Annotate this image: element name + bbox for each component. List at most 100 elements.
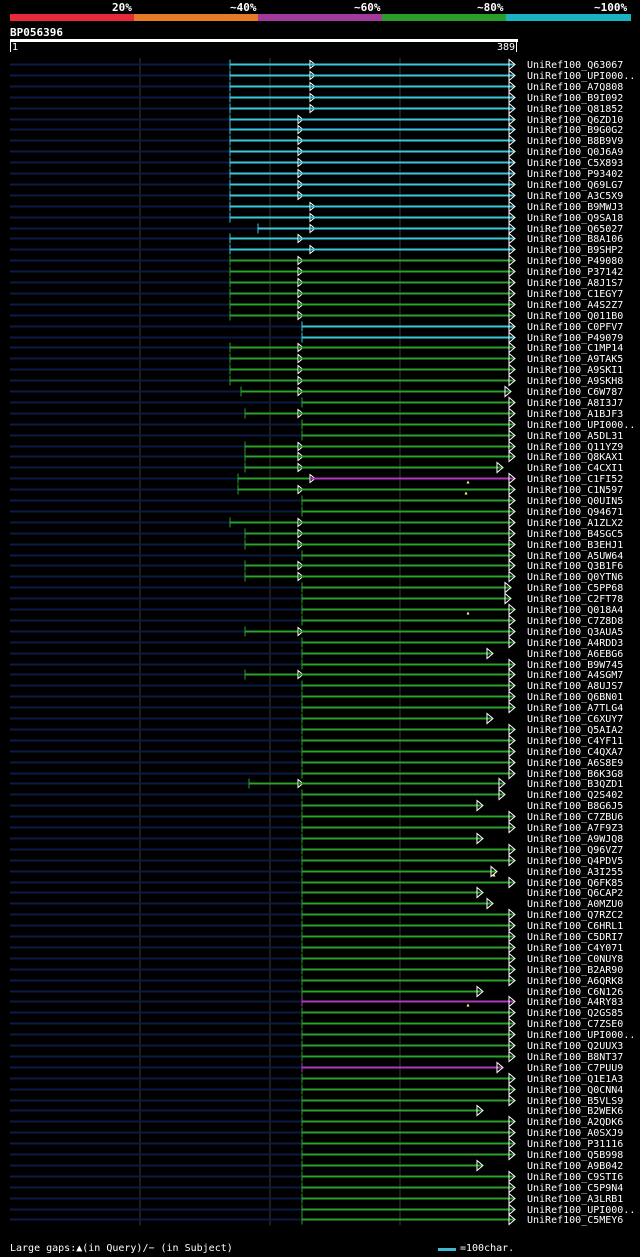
hit-label: UniRef100_A0MZU0	[527, 899, 623, 910]
hit-end-arrow	[508, 908, 516, 921]
hit-label: UniRef100_C1EGY7	[527, 289, 623, 300]
hit-end-arrow	[498, 777, 506, 790]
hit-label: UniRef100_Q9SA18	[527, 213, 623, 224]
hit-end-arrow	[486, 897, 494, 910]
hit-label: UniRef100_A4S2Z7	[527, 300, 623, 311]
query-gap-marker	[492, 873, 496, 877]
hit-label: UniRef100_UPI000..	[527, 420, 635, 431]
hit-label: UniRef100_C1N597	[527, 485, 623, 496]
hit-end-arrow	[508, 516, 516, 529]
ruler-end-label: 389	[497, 42, 518, 53]
hit-end-arrow	[476, 1159, 484, 1172]
hit-end-arrow	[508, 625, 516, 638]
hit-end-arrow	[508, 113, 516, 126]
hit-end-arrow	[508, 352, 516, 365]
hit-end-arrow	[508, 941, 516, 954]
hit-end-arrow	[508, 930, 516, 943]
hit-end-arrow	[508, 396, 516, 409]
hit-end-arrow	[496, 1061, 504, 1074]
hit-end-arrow	[508, 1050, 516, 1063]
hit-end-arrow	[508, 472, 516, 485]
ruler-start-label: 1	[10, 42, 19, 53]
hit-label: UniRef100_A1ZLX2	[527, 518, 623, 529]
legend-bar-20	[10, 14, 134, 21]
hit-label: UniRef100_Q7RZC2	[527, 910, 623, 921]
hit-label: UniRef100_A6S8E9	[527, 758, 623, 769]
hit-label: UniRef100_Q018A4	[527, 605, 623, 616]
hit-end-arrow	[476, 1104, 484, 1117]
hit-end-arrow	[508, 80, 516, 93]
hit-label: UniRef100_Q2S402	[527, 790, 623, 801]
legend-bar-60	[258, 14, 382, 21]
hit-label: UniRef100_Q3B1F6	[527, 561, 623, 572]
hit-label: UniRef100_C4Y071	[527, 943, 623, 954]
hit-end-arrow	[486, 712, 494, 725]
hit-end-arrow	[508, 232, 516, 245]
hit-end-arrow	[508, 614, 516, 627]
hit-label: UniRef100_A9WJQ8	[527, 834, 623, 845]
hit-label: UniRef100_A3C5X9	[527, 191, 623, 202]
hit-end-arrow	[504, 385, 512, 398]
hit-label: UniRef100_A8I3J7	[527, 398, 623, 409]
hit-label: UniRef100_UPI000..	[527, 1030, 635, 1041]
hit-label: UniRef100_B9I092	[527, 93, 623, 104]
hit-end-arrow	[508, 102, 516, 115]
query-gap-marker	[466, 480, 470, 484]
hit-label: UniRef100_B4SGC5	[527, 529, 623, 540]
hit-label: UniRef100_Q63067	[527, 60, 623, 71]
hit-end-arrow	[508, 429, 516, 442]
hit-label: UniRef100_A9SKI1	[527, 365, 623, 376]
hit-label: UniRef100_C1FI52	[527, 474, 623, 485]
legend-label-60: ~60%	[354, 1, 381, 14]
hit-end-arrow	[476, 985, 484, 998]
hit-end-arrow	[508, 821, 516, 834]
hit-end-arrow	[508, 320, 516, 333]
hit-label: UniRef100_A2QDK6	[527, 1117, 623, 1128]
legend-label-80: ~80%	[477, 1, 504, 14]
hit-label: UniRef100_C5DRI7	[527, 932, 623, 943]
hit-label: UniRef100_A6EBG6	[527, 649, 623, 660]
hit-label: UniRef100_C6W787	[527, 387, 623, 398]
hit-end-arrow	[508, 374, 516, 387]
hit-end-arrow	[508, 123, 516, 136]
hit-end-arrow	[508, 527, 516, 540]
hit-label: UniRef100_Q6FK85	[527, 878, 623, 889]
hit-label: UniRef100_C1MP14	[527, 343, 623, 354]
hit-end-arrow	[508, 494, 516, 507]
scale-label: =100char.	[460, 1243, 515, 1254]
hit-label: UniRef100_Q0UIN5	[527, 496, 623, 507]
legend-label-100: ~100%	[594, 1, 628, 14]
hit-label: UniRef100_Q2UUX3	[527, 1041, 623, 1052]
hit-end-arrow	[504, 581, 512, 594]
hit-label: UniRef100_P93402	[527, 169, 623, 180]
hit-label: UniRef100_A4SGM7	[527, 670, 623, 681]
hit-end-arrow	[508, 843, 516, 856]
hit-end-arrow	[508, 505, 516, 518]
hit-end-arrow	[508, 298, 516, 311]
hit-label: UniRef100_C5MEY6	[527, 1215, 623, 1226]
hit-label: UniRef100_C4QXA7	[527, 747, 623, 758]
hit-end-arrow	[508, 1170, 516, 1183]
hit-label: UniRef100_Q5AIA2	[527, 725, 623, 736]
hit-end-arrow	[508, 952, 516, 965]
hit-label: UniRef100_A4RDD3	[527, 638, 623, 649]
hit-label: UniRef100_A3I255	[527, 867, 623, 878]
hit-end-arrow	[508, 690, 516, 703]
hit-label: UniRef100_A1BJF3	[527, 409, 623, 420]
hit-end-arrow	[508, 69, 516, 82]
hit-end-arrow	[508, 767, 516, 780]
hit-end-arrow	[508, 734, 516, 747]
hit-label: UniRef100_B8G6J5	[527, 801, 623, 812]
hit-label: UniRef100_C4YF11	[527, 736, 623, 747]
hit-label: UniRef100_B9W745	[527, 660, 623, 671]
hit-label: UniRef100_C7Z8D8	[527, 616, 623, 627]
hit-end-arrow	[508, 309, 516, 322]
gap-legend: Large gaps:▲(in Query)/− (in Subject)	[10, 1243, 233, 1254]
hit-end-arrow	[508, 200, 516, 213]
hit-label: UniRef100_A6QRK8	[527, 976, 623, 987]
hit-end-arrow	[508, 145, 516, 158]
hit-label: UniRef100_P49079	[527, 333, 623, 344]
hit-label: UniRef100_Q69LG7	[527, 180, 623, 191]
hit-end-arrow	[508, 876, 516, 889]
